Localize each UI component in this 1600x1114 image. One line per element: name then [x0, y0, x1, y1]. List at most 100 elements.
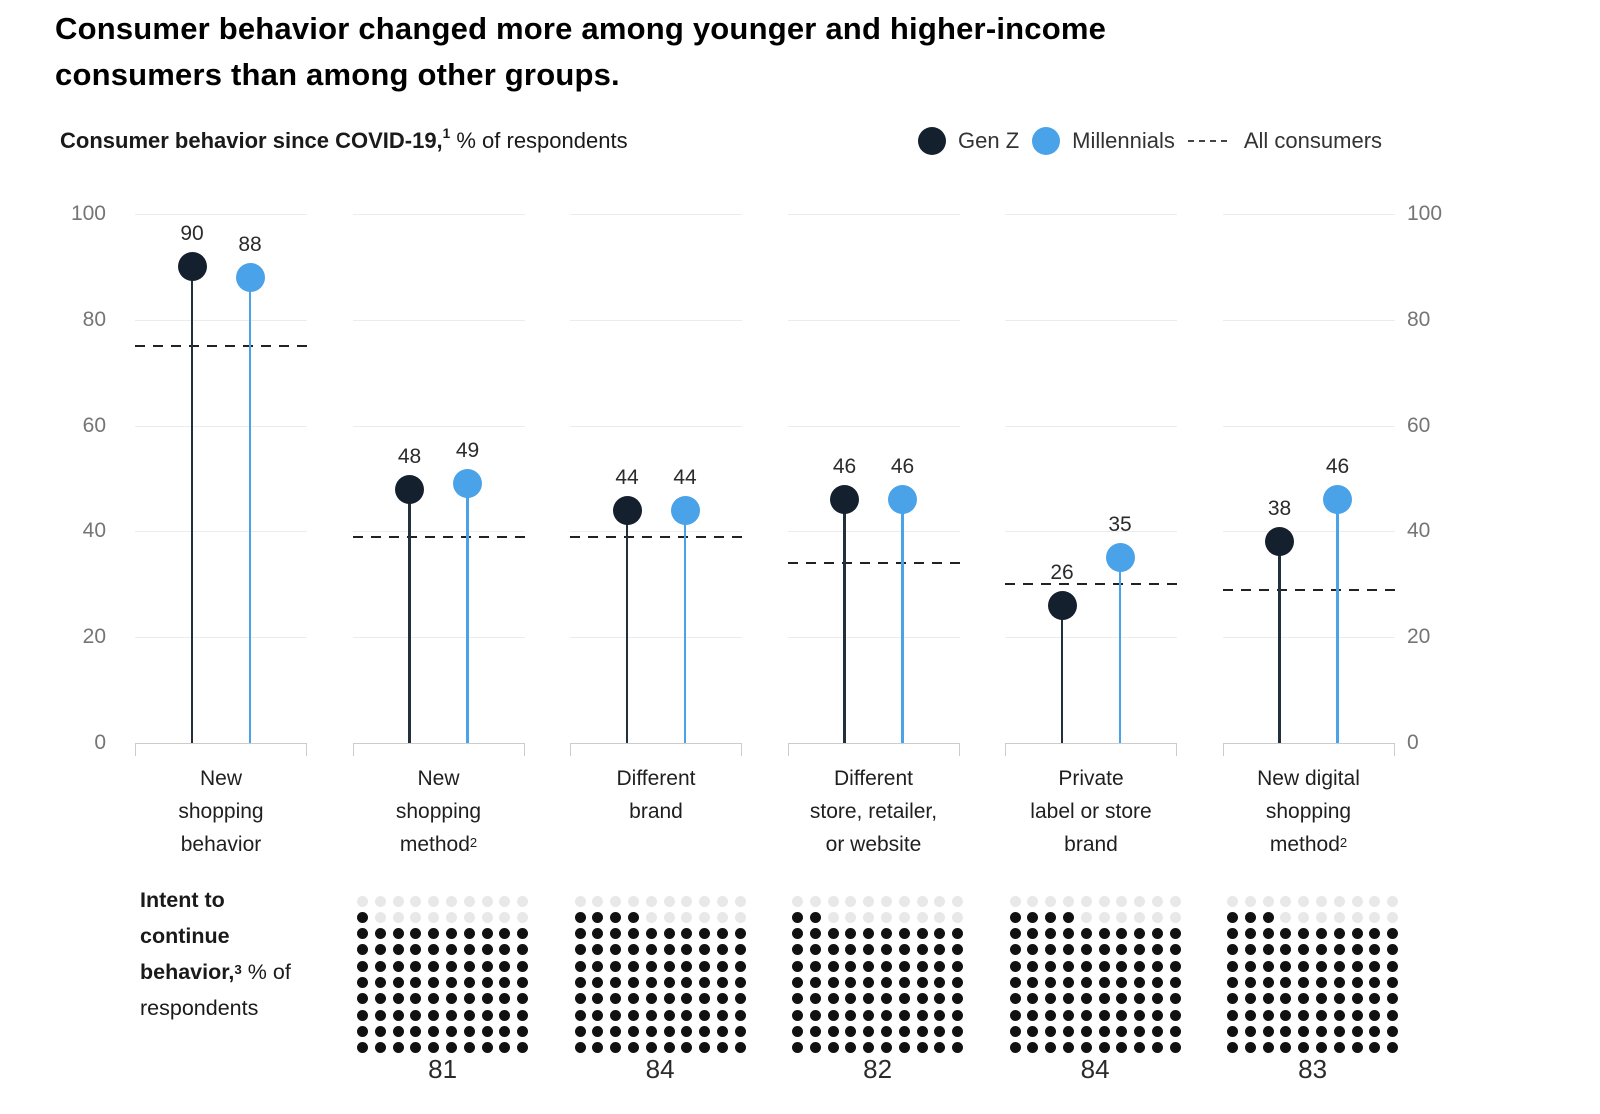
- waffle-dot-filled: [627, 1042, 639, 1054]
- genz-stem: [843, 499, 846, 743]
- waffle-dot-filled: [1387, 1009, 1399, 1021]
- waffle-dot-filled: [1080, 1009, 1092, 1021]
- waffle-dot-empty: [1151, 895, 1163, 907]
- waffle-dot-filled: [1169, 1009, 1181, 1021]
- waffle-dot-filled: [681, 1009, 693, 1021]
- waffle-dot-filled: [809, 1042, 821, 1054]
- waffle-dot-filled: [863, 1042, 875, 1054]
- legend-label-millennials: Millennials: [1072, 128, 1175, 153]
- waffle-dot-filled: [1062, 1042, 1074, 1054]
- waffle-dot-filled: [392, 960, 404, 972]
- waffle-dot-filled: [1116, 944, 1128, 956]
- waffle-dot-empty: [463, 911, 475, 923]
- gridline: [570, 214, 742, 215]
- waffle-dot-filled: [1098, 1042, 1110, 1054]
- waffle-dot-filled: [574, 993, 586, 1005]
- waffle-dot-filled: [517, 1025, 529, 1037]
- waffle-dot-filled: [809, 944, 821, 956]
- gridline: [787, 425, 960, 427]
- intent-caption-rest: % of respondents: [140, 960, 291, 1020]
- waffle-dot-filled: [446, 1009, 457, 1021]
- waffle-dot-filled: [645, 977, 657, 988]
- waffle-dot-filled: [499, 977, 511, 988]
- waffle-dot-filled: [845, 977, 857, 988]
- waffle-dot-filled: [1134, 1025, 1146, 1037]
- waffle-dot-filled: [574, 960, 586, 972]
- waffle-dot-filled: [1316, 1009, 1327, 1021]
- waffle-dot-filled: [916, 1042, 928, 1054]
- waffle-dot-empty: [716, 895, 728, 907]
- waffle-dot-filled: [1244, 993, 1256, 1005]
- waffle-dot-filled: [716, 1009, 728, 1021]
- waffle-dot-filled: [1151, 993, 1163, 1005]
- waffle-dot-filled: [374, 1009, 386, 1021]
- waffle-dot-empty: [916, 911, 928, 923]
- chart-title-line1: Consumer behavior changed more among you…: [55, 11, 1107, 46]
- intent-caption: Intent to continue behavior,3 % of respo…: [140, 882, 312, 1026]
- waffle-dot-filled: [1351, 1042, 1363, 1054]
- waffle-dot-filled: [627, 977, 639, 988]
- waffle-dot-filled: [845, 960, 857, 972]
- waffle-dot-empty: [898, 911, 910, 923]
- waffle-dot-empty: [934, 911, 946, 923]
- waffle-dot-filled: [809, 911, 821, 923]
- waffle-dot-filled: [1369, 928, 1381, 940]
- waffle-dot-filled: [663, 1009, 675, 1021]
- waffle-dot-filled: [716, 1042, 728, 1054]
- waffle-dot-filled: [592, 1009, 604, 1021]
- gridline: [352, 319, 525, 321]
- y-axis-tick-label: 20: [1407, 625, 1431, 649]
- waffle-dot-filled: [716, 944, 728, 956]
- waffle-dot-empty: [1369, 911, 1381, 923]
- waffle-dot-filled: [681, 944, 693, 956]
- waffle-dot-filled: [1062, 944, 1074, 956]
- waffle-dot-filled: [898, 1025, 910, 1037]
- waffle-dot-filled: [699, 928, 711, 940]
- waffle-dot-filled: [699, 977, 711, 988]
- waffle-dot-filled: [592, 928, 604, 940]
- waffle-dot-empty: [699, 911, 711, 923]
- waffle-dot-filled: [1169, 1042, 1181, 1054]
- genz-stem: [190, 266, 194, 743]
- intent-footnote-marker: 3: [234, 962, 242, 977]
- waffle-dot-empty: [1227, 895, 1238, 907]
- gridline: [1222, 637, 1395, 639]
- waffle-dot-filled: [663, 1042, 675, 1054]
- gridline: [787, 531, 960, 533]
- waffle-dot-filled: [1116, 1042, 1128, 1054]
- waffle-dot-filled: [446, 960, 457, 972]
- waffle-dot-filled: [1045, 1025, 1057, 1037]
- millennials-value-label: 49: [455, 439, 480, 463]
- waffle-dot-filled: [1009, 977, 1021, 988]
- waffle-dot-filled: [1333, 944, 1345, 956]
- waffle-dot-filled: [1351, 960, 1363, 972]
- waffle-dot-filled: [952, 1025, 964, 1037]
- waffle-dot-filled: [574, 1025, 586, 1037]
- millennials-stem: [1336, 499, 1339, 743]
- waffle-dot-filled: [792, 993, 803, 1005]
- waffle-dot-empty: [1134, 895, 1146, 907]
- waffle-dot-filled: [1151, 977, 1163, 988]
- waffle-dot-empty: [517, 895, 529, 907]
- chart-legend: Gen Z Millennials All consumers: [918, 124, 1382, 158]
- millennials-dot: [235, 262, 265, 292]
- waffle-dot-filled: [1062, 928, 1074, 940]
- waffle-dot-filled: [1316, 1025, 1327, 1037]
- waffle-dot-filled: [1227, 1009, 1238, 1021]
- waffle-dot-filled: [934, 993, 946, 1005]
- waffle-dot-filled: [463, 928, 475, 940]
- millennials-dot: [453, 469, 482, 499]
- waffle-dot-empty: [574, 895, 586, 907]
- waffle-dot-filled: [1169, 977, 1181, 988]
- gridline: [135, 319, 307, 321]
- waffle-dot-filled: [1333, 960, 1345, 972]
- waffle-dot-filled: [428, 1009, 440, 1021]
- millennials-value-label: 35: [1108, 513, 1132, 537]
- waffle-dot-filled: [357, 1042, 368, 1054]
- waffle-dot-filled: [881, 944, 892, 956]
- waffle-dot-filled: [916, 993, 928, 1005]
- waffle-dot-filled: [881, 960, 892, 972]
- waffle-dot-filled: [374, 977, 386, 988]
- millennials-dot: [888, 485, 917, 515]
